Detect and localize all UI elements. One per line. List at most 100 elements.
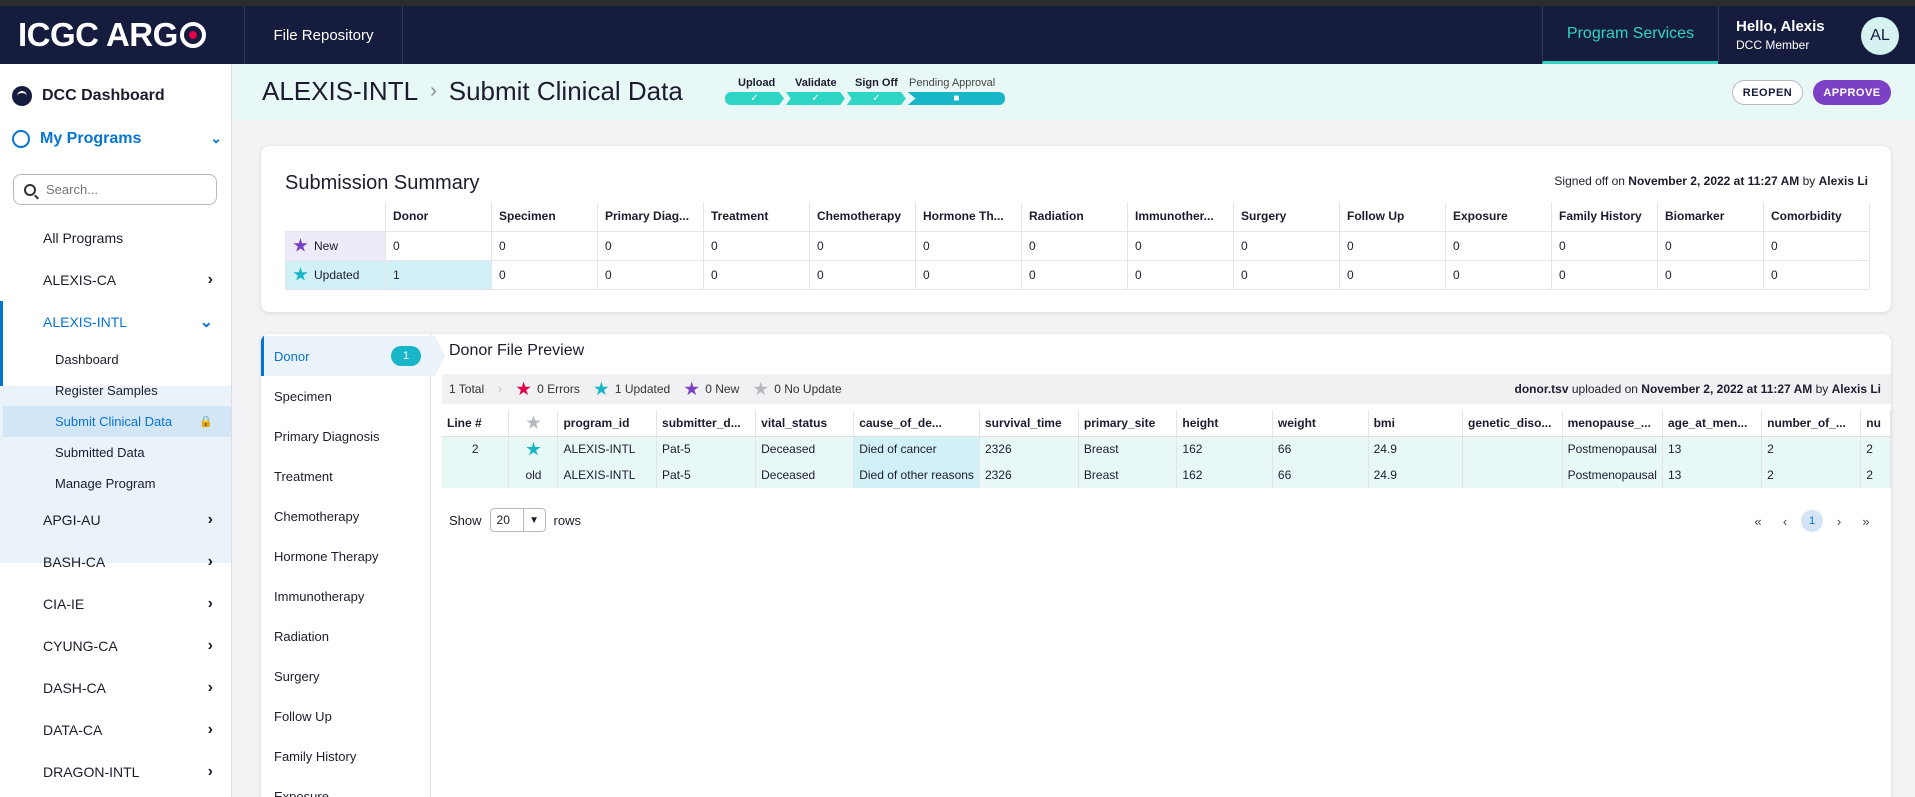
page-size-control: Show 20 ▼ rows <box>449 508 581 532</box>
sidebar-dcc-dashboard[interactable]: DCC Dashboard <box>12 86 165 106</box>
tab-treatment[interactable]: Treatment <box>274 468 333 484</box>
submenu-dashboard[interactable]: Dashboard <box>55 352 119 367</box>
sidebar-item-bash-ca[interactable]: BASH-CA › <box>43 553 213 570</box>
user-menu[interactable]: Hello, Alexis DCC Member AL <box>1718 6 1915 64</box>
tab-surgery[interactable]: Surgery <box>274 668 320 684</box>
dashboard-gauge-icon <box>12 86 32 106</box>
pagination: « ‹ 1 › » <box>1742 510 1877 532</box>
sidebar-item-cyung-ca[interactable]: CYUNG-CA › <box>43 637 213 654</box>
col-header[interactable]: submitter_d... <box>656 410 757 437</box>
sidebar-item-alexis-intl[interactable]: ALEXIS-INTL ⌄ <box>43 314 213 331</box>
submenu-submit-clinical-data[interactable]: Submit Clinical Data 🔒 <box>3 406 231 437</box>
summary-col-header: Hormone Th... <box>915 202 1022 232</box>
summary-col-header: Treatment <box>703 202 810 232</box>
summary-col-header: Radiation <box>1021 202 1128 232</box>
col-header-status[interactable] <box>508 410 559 437</box>
search-icon <box>24 183 36 196</box>
col-header[interactable]: weight <box>1272 410 1369 437</box>
summary-col-header: Immunother... <box>1127 202 1234 232</box>
table-row: 2 ALEXIS-INTL Pat-5 Deceased Died of can… <box>442 436 1891 462</box>
first-page-icon[interactable]: « <box>1754 513 1762 529</box>
sidebar-item-alexis-ca[interactable]: ALEXIS-CA › <box>43 271 213 288</box>
tab-follow-up[interactable]: Follow Up <box>274 708 332 724</box>
chevron-right-icon: › <box>498 382 503 396</box>
search-input[interactable] <box>46 182 206 197</box>
tab-exposure[interactable]: Exposure <box>274 788 329 797</box>
col-header[interactable]: vital_status <box>755 410 855 437</box>
next-page-icon[interactable]: › <box>1836 513 1842 529</box>
submenu-submitted-data[interactable]: Submitted Data <box>55 445 145 460</box>
stat-updated: 1 Updated <box>594 381 670 397</box>
page-number-current[interactable]: 1 <box>1801 510 1823 532</box>
summary-col-header: Primary Diag... <box>597 202 704 232</box>
updated-star-icon <box>594 381 609 396</box>
chevron-right-icon: › <box>207 271 213 288</box>
sidebar-my-programs[interactable]: My Programs ⌄ <box>12 130 222 148</box>
stat-errors: 0 Errors <box>516 381 580 397</box>
stat-new: 0 New <box>684 381 739 397</box>
avatar[interactable]: AL <box>1861 17 1899 55</box>
chevron-down-icon: ⌄ <box>199 314 213 331</box>
col-header[interactable]: cause_of_de... <box>853 410 980 437</box>
reopen-button[interactable]: REOPEN <box>1732 80 1803 105</box>
tab-family-history[interactable]: Family History <box>274 748 357 764</box>
tab-chemotherapy[interactable]: Chemotherapy <box>274 508 360 524</box>
argo-o-icon <box>179 22 206 48</box>
sidebar: DCC Dashboard My Programs ⌄ All Programs… <box>0 64 232 797</box>
approve-button[interactable]: APPROVE <box>1813 80 1891 105</box>
page-header: ALEXIS-INTL › Submit Clinical Data Uploa… <box>233 64 1915 120</box>
sidebar-item-dragon-intl[interactable]: DRAGON-INTL › <box>43 763 213 780</box>
col-header[interactable]: bmi <box>1368 410 1464 437</box>
submenu-register-samples[interactable]: Register Samples <box>55 383 158 398</box>
row-label-new: New <box>285 230 386 261</box>
col-header[interactable]: program_id <box>557 410 658 437</box>
tab-primary-diagnosis[interactable]: Primary Diagnosis <box>274 428 380 444</box>
stat-total: 1 Total <box>449 382 485 396</box>
step-upload-label: Upload <box>738 77 776 89</box>
tab-immunotherapy[interactable]: Immunotherapy <box>274 588 365 604</box>
sidebar-item-apgi-au[interactable]: APGI-AU › <box>43 511 213 528</box>
col-header[interactable]: number_of_... <box>1761 410 1862 437</box>
sidebar-item-cia-ie[interactable]: CIA-IE › <box>43 595 213 612</box>
last-page-icon[interactable]: » <box>1862 513 1870 529</box>
prev-page-icon[interactable]: ‹ <box>1782 513 1788 529</box>
col-header[interactable]: primary_site <box>1078 410 1178 437</box>
window-top-strip <box>0 0 1915 6</box>
col-header[interactable]: genetic_diso... <box>1462 410 1563 437</box>
upload-info: donor.tsv uploaded on November 2, 2022 a… <box>1514 382 1882 396</box>
tab-specimen[interactable]: Specimen <box>274 388 332 404</box>
tab-radiation[interactable]: Radiation <box>274 628 329 644</box>
sidebar-item-all-programs[interactable]: All Programs <box>43 230 124 246</box>
breadcrumb-program[interactable]: ALEXIS-INTL <box>262 76 419 106</box>
page-title: ALEXIS-INTL › Submit Clinical Data <box>262 76 683 107</box>
sidebar-item-data-ca[interactable]: DATA-CA › <box>43 721 213 738</box>
nav-program-services[interactable]: Program Services <box>1542 6 1718 64</box>
submenu-manage-program[interactable]: Manage Program <box>55 476 156 491</box>
nav-file-repository[interactable]: File Repository <box>245 6 403 64</box>
lock-icon: 🔒 <box>199 416 213 428</box>
submission-progress: Upload Validate Sign Off Pending Approva… <box>725 77 1007 105</box>
tab-donor[interactable]: Donor 1 <box>261 336 445 376</box>
step-signoff-check-icon: ✓ <box>846 92 906 105</box>
col-header[interactable]: age_at_men... <box>1662 410 1763 437</box>
summary-col-header: Family History <box>1551 202 1658 232</box>
clinical-entity-tabs: Donor 1 Specimen Primary Diagnosis Treatm… <box>261 334 445 797</box>
col-header[interactable]: survival_time <box>979 410 1079 437</box>
program-search[interactable] <box>13 174 217 205</box>
page-size-select[interactable]: 20 ▼ <box>489 508 546 532</box>
step-pending-label: Pending Approval <box>909 77 996 89</box>
col-header[interactable]: nu <box>1860 410 1891 437</box>
chevron-right-icon: › <box>207 595 213 612</box>
breadcrumb-separator-icon: › <box>430 80 437 102</box>
error-star-icon <box>516 381 531 396</box>
new-star-icon <box>293 238 308 252</box>
icgc-argo-logo[interactable]: ICGC ARG <box>0 6 245 64</box>
chevron-right-icon: › <box>207 637 213 654</box>
col-header[interactable]: menopause_... <box>1562 410 1663 437</box>
col-header-line[interactable]: Line # <box>442 410 510 437</box>
col-header[interactable]: height <box>1176 410 1273 437</box>
tab-hormone-therapy[interactable]: Hormone Therapy <box>274 548 379 564</box>
updated-star-icon <box>293 267 308 281</box>
status-star-icon <box>526 415 541 429</box>
sidebar-item-dash-ca[interactable]: DASH-CA › <box>43 679 213 696</box>
